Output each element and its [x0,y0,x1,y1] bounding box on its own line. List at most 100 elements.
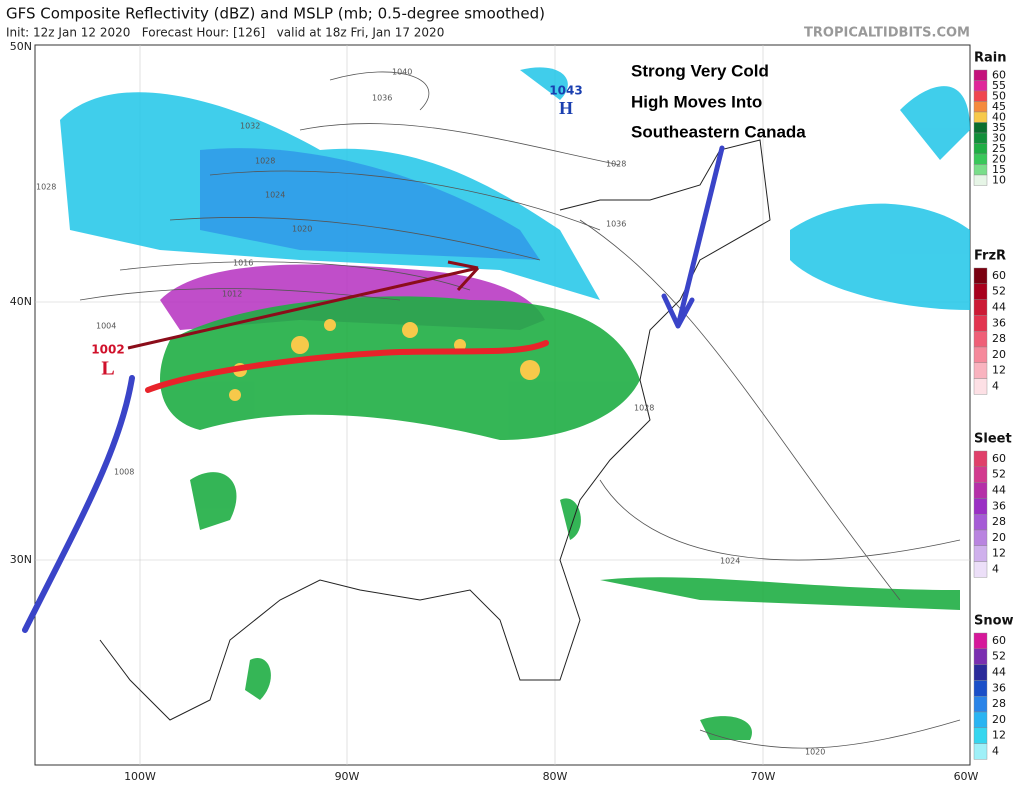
heavy-snow-area [200,148,540,260]
legend-swatch [973,680,988,697]
legend-swatch [973,90,988,102]
legend-swatch [973,727,988,744]
isobar-label: 1028 [255,157,275,166]
legend-level: 20 [992,152,1006,165]
site-name: TROPICALTIDBITS.COM [804,26,970,41]
boundary-line [22,375,135,633]
legend-title: Snow [974,614,1014,629]
isobar-label: 1032 [240,122,260,131]
rain-area [160,296,960,740]
heavy-rain-area [229,319,540,401]
high-letter: H [559,98,573,118]
arrow-head [447,260,480,292]
lat-label: 40N [10,295,32,308]
legend-swatch [973,267,988,285]
lon-label: 60W [954,770,979,783]
legend-swatch [973,101,988,113]
legend-swatch [973,362,988,379]
legend-swatch [973,164,988,176]
legend-level: 36 [992,499,1006,512]
isobar-label: 1036 [606,220,626,229]
legend-level: 4 [992,745,999,758]
legend-level: 60 [992,68,1006,81]
low-track-arrow [127,266,479,350]
lat-label: 50N [10,40,32,53]
coastline [99,139,771,721]
legend-swatch [973,450,988,468]
legend-level: 55 [992,79,1006,92]
legend-swatch [973,648,988,665]
legend-swatch [973,111,988,123]
lon-label: 80W [543,770,568,783]
legend-level: 15 [992,163,1006,176]
isobar-label: 1008 [114,468,134,477]
lon-label: 100W [124,770,156,783]
legend-title: Sleet [974,432,1012,447]
legend-swatch [973,299,988,316]
high-pressure: 1043 [549,84,582,98]
legend-level: 4 [992,380,999,393]
isobar-label: 1028 [634,404,654,413]
legend-swatch [973,466,988,483]
legend-swatch [973,482,988,499]
lon-label: 90W [335,770,360,783]
legend-level: 36 [992,681,1006,694]
legend-level: 60 [992,634,1006,647]
low-pressure: 1002 [91,343,124,357]
annotation-line: High Moves Into [631,92,762,111]
legend-swatch [973,514,988,531]
isobar-label: 1024 [720,557,740,566]
legend-level: 28 [992,697,1006,710]
legend-swatch [973,711,988,729]
legend-swatch [973,545,988,562]
legend-swatch [973,69,988,81]
legend-level: 25 [992,142,1006,155]
isobar-label: 1024 [265,191,285,200]
legend-level: 50 [992,89,1006,102]
front-line [145,340,549,393]
legend-swatch [973,80,988,92]
legend-swatch [973,498,988,515]
legend-swatch [973,143,988,155]
isobar-label: 1020 [292,225,312,234]
legend-level: 28 [992,332,1006,345]
legend-swatch [973,331,988,348]
legend-level: 45 [992,100,1006,113]
isobar-label: 1036 [372,94,392,103]
legend-level: 20 [992,348,1006,361]
cold-air-arrow [661,145,725,329]
isobar-label: 1012 [222,290,242,299]
legend-level: 28 [992,515,1006,528]
legend-swatch [973,664,988,681]
legend-title: Rain [974,51,1007,66]
isobar-label: 1016 [233,259,253,268]
legend-level: 52 [992,468,1006,481]
annotation: Strong Very Cold High Moves Into Southea… [631,61,806,141]
subtitle: Init: 12z Jan 12 2020 Forecast Hour: [12… [6,26,444,40]
legend-swatch [973,632,988,650]
isobar-label: 1028 [36,183,56,192]
legend-level: 36 [992,316,1006,329]
legend-level: 60 [992,269,1006,282]
legends: Rain6055504540353025201510FrzR6052443628… [973,51,1014,760]
isobar-label: 1004 [96,322,116,331]
legend-level: 12 [992,364,1006,377]
legend-level: 44 [992,484,1006,497]
legend-swatch [973,346,988,364]
legend-swatch [973,132,988,144]
legend-level: 30 [992,131,1006,144]
legend-level: 52 [992,650,1006,663]
isobars [79,71,961,749]
annotation-line: Southeastern Canada [631,122,806,141]
annotation-line: Strong Very Cold [631,61,769,80]
legend-level: 40 [992,110,1006,123]
legend-level: 20 [992,713,1006,726]
legend-level: 20 [992,531,1006,544]
legend-swatch [973,529,988,547]
legend-level: 44 [992,666,1006,679]
map: 1040 1036 1032 1028 1024 1020 1016 1012 … [22,44,971,766]
legend-level: 44 [992,301,1006,314]
legend-swatch [973,378,988,395]
legend-swatch [973,315,988,332]
